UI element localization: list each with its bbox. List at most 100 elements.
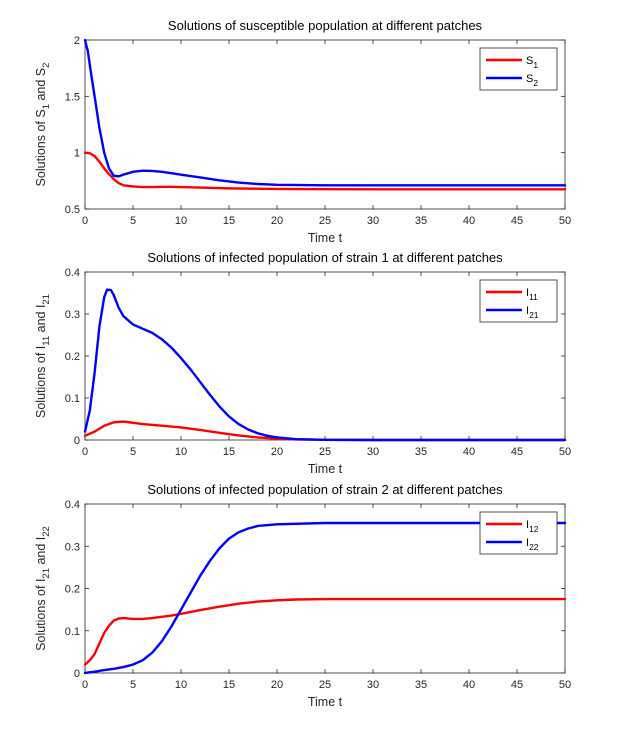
legend-entry: I12 — [526, 519, 539, 534]
y-axis-label-part: 11 — [41, 336, 52, 346]
y-tick-label: 1 — [74, 148, 80, 160]
x-tick-label: 10 — [175, 679, 187, 691]
y-axis-label: Solutions of S1 and S2 — [34, 63, 52, 187]
y-tick-label: 0.1 — [65, 393, 80, 405]
chart-panel-1: Solutions of susceptible population at d… — [34, 18, 571, 245]
y-tick-label: 0.4 — [65, 499, 80, 511]
x-axis-label: Time t — [308, 462, 343, 476]
x-tick-label: 40 — [463, 679, 475, 691]
x-tick-label: 45 — [511, 215, 523, 227]
x-tick-label: 35 — [415, 215, 427, 227]
x-tick-label: 50 — [559, 215, 571, 227]
x-tick-label: 25 — [319, 446, 331, 458]
y-axis-label-part: 21 — [41, 294, 52, 305]
y-tick-label: 0.2 — [65, 351, 80, 363]
y-axis-label-part: 1 — [41, 104, 52, 109]
x-tick-label: 15 — [223, 679, 235, 691]
y-axis-label-part: and I — [34, 537, 48, 568]
x-tick-label: 20 — [271, 679, 283, 691]
chart-title: Solutions of infected population of stra… — [147, 482, 503, 497]
legend-entry-subscript: 11 — [529, 292, 538, 302]
legend-entry: I22 — [526, 537, 539, 552]
x-tick-label: 45 — [511, 446, 523, 458]
x-axis-label: Time t — [308, 695, 343, 709]
y-tick-label: 0.3 — [65, 541, 80, 553]
x-tick-label: 35 — [415, 446, 427, 458]
y-axis-label-part: Solutions of I — [34, 579, 48, 651]
y-tick-label: 2 — [74, 35, 80, 47]
y-tick-label: 0.5 — [65, 204, 80, 216]
y-axis-label-part: and I — [34, 305, 48, 336]
y-tick-label: 0.3 — [65, 309, 80, 321]
x-tick-label: 40 — [463, 215, 475, 227]
legend-entry-subscript: 22 — [529, 542, 539, 552]
legend-entry-name: S — [526, 55, 533, 67]
x-tick-label: 0 — [82, 446, 88, 458]
legend-entry-name: I — [526, 287, 529, 299]
chart-panel-3: Solutions of infected population of stra… — [34, 482, 571, 709]
legend-entry-subscript: 2 — [533, 78, 538, 88]
x-tick-label: 10 — [175, 446, 187, 458]
x-tick-label: 40 — [463, 446, 475, 458]
legend-entry-name: S — [526, 73, 533, 85]
legend-entry: I21 — [526, 305, 539, 320]
series-line-I21 — [83, 288, 567, 442]
series-line-I12 — [83, 597, 567, 666]
y-axis-label: Solutions of I21 and I22 — [34, 526, 52, 651]
x-tick-label: 45 — [511, 679, 523, 691]
x-tick-label: 30 — [367, 446, 379, 458]
x-tick-label: 5 — [130, 679, 136, 691]
y-axis-label-part: Solutions of I — [34, 346, 48, 418]
x-tick-label: 25 — [319, 215, 331, 227]
x-tick-label: 50 — [559, 446, 571, 458]
y-axis-label-part: 21 — [41, 568, 52, 579]
y-tick-label: 0.2 — [65, 584, 80, 596]
legend-entry-name: I — [526, 305, 529, 317]
x-tick-label: 15 — [223, 215, 235, 227]
legend-entry-name: I — [526, 537, 529, 549]
series-line-I22 — [83, 521, 567, 675]
x-tick-label: 0 — [82, 215, 88, 227]
chart-title: Solutions of infected population of stra… — [147, 250, 503, 265]
legend-entry-subscript: 21 — [529, 310, 539, 320]
legend-box — [479, 47, 558, 91]
y-axis-label-part: 2 — [41, 63, 52, 68]
x-tick-label: 5 — [130, 446, 136, 458]
x-tick-label: 30 — [367, 679, 379, 691]
legend-entry-subscript: 1 — [533, 60, 538, 70]
x-axis-label: Time t — [308, 231, 343, 245]
x-tick-label: 20 — [271, 446, 283, 458]
x-tick-label: 20 — [271, 215, 283, 227]
legend-box — [479, 511, 558, 555]
x-tick-label: 5 — [130, 215, 136, 227]
series-line-S2 — [83, 38, 567, 187]
legend-entry-name: I — [526, 519, 529, 531]
x-tick-label: 10 — [175, 215, 187, 227]
legend-entry: I11 — [526, 287, 538, 302]
y-axis-label: Solutions of I11 and I21 — [34, 294, 52, 418]
x-tick-label: 30 — [367, 215, 379, 227]
legend-entry: S1 — [526, 55, 538, 70]
y-tick-label: 1.5 — [65, 91, 80, 103]
legend-entry: S2 — [526, 73, 538, 88]
x-tick-label: 0 — [82, 679, 88, 691]
legend-entry-subscript: 12 — [529, 524, 539, 534]
y-tick-label: 0.4 — [65, 267, 80, 279]
y-axis-label-part: Solutions of S — [34, 109, 48, 186]
y-tick-label: 0 — [74, 668, 80, 680]
y-axis-label-part: and S — [34, 68, 48, 104]
y-tick-label: 0.1 — [65, 626, 80, 638]
legend-box — [479, 279, 558, 323]
chart-title: Solutions of susceptible population at d… — [168, 18, 483, 33]
x-tick-label: 15 — [223, 446, 235, 458]
x-tick-label: 50 — [559, 679, 571, 691]
series-line-S1 — [83, 151, 567, 191]
y-tick-label: 0 — [74, 435, 80, 447]
x-tick-label: 35 — [415, 679, 427, 691]
chart-panel-2: Solutions of infected population of stra… — [34, 250, 571, 476]
y-axis-label-part: 22 — [41, 526, 52, 537]
